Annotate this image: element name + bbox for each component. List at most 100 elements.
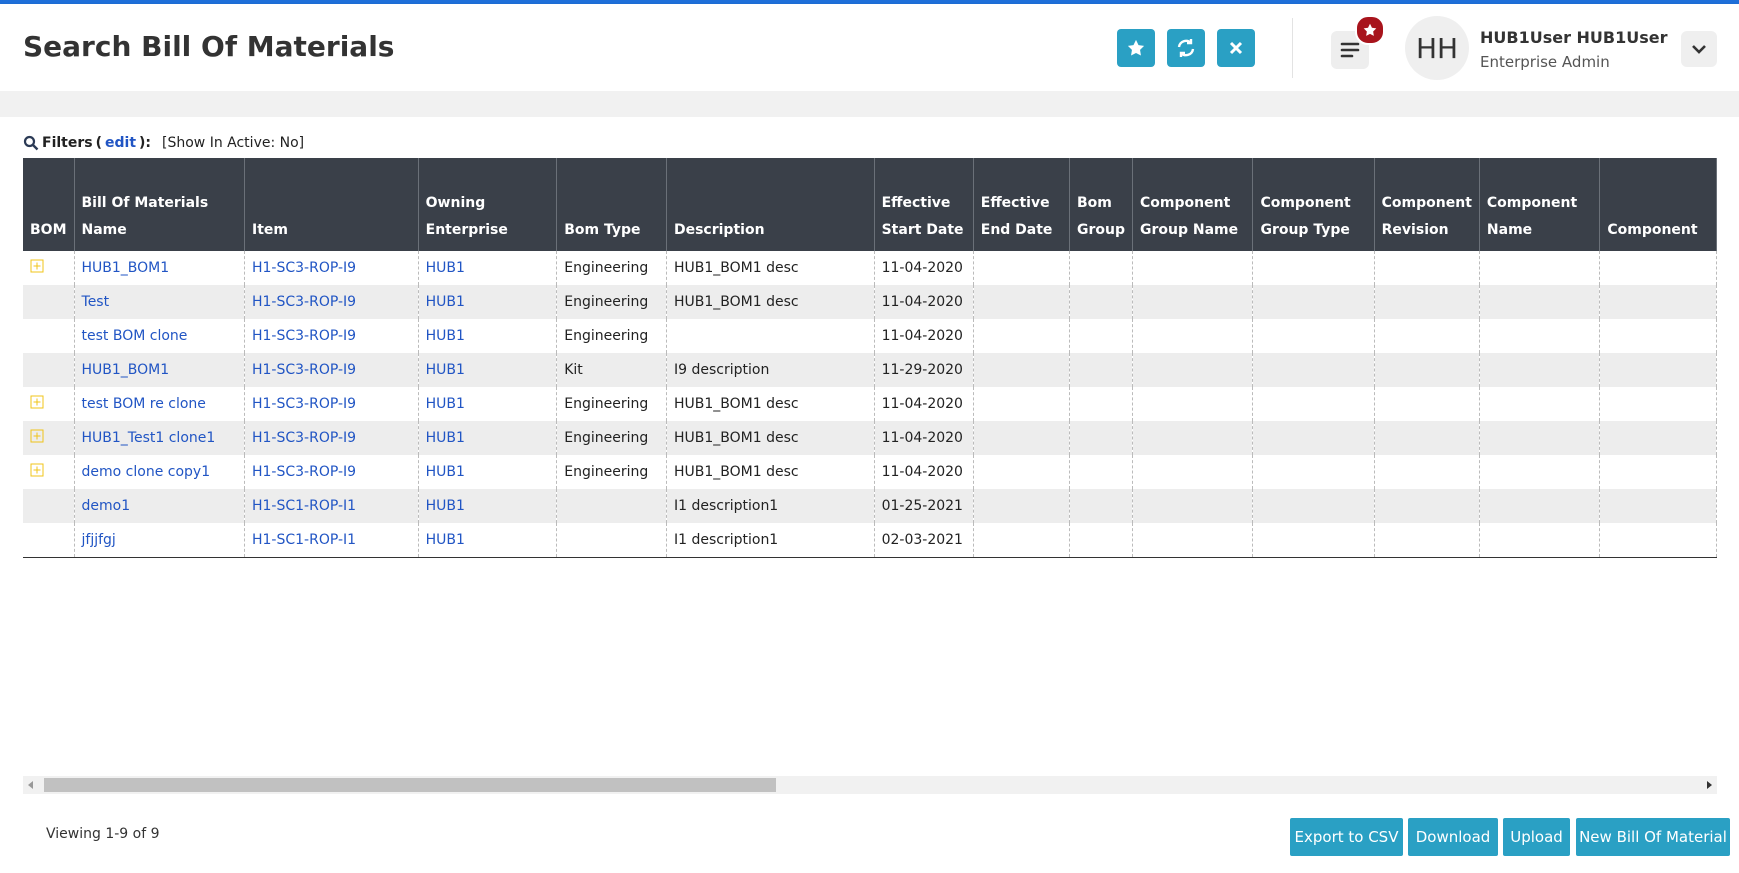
expand-icon[interactable] bbox=[30, 463, 44, 477]
empty-cell bbox=[1252, 251, 1375, 285]
viewing-count: Viewing 1-9 of 9 bbox=[46, 826, 160, 842]
column-header: Item bbox=[244, 158, 419, 251]
column-header: Owning Enterprise bbox=[418, 158, 558, 251]
footer-button[interactable]: New Bill Of Material bbox=[1576, 818, 1730, 856]
column-header: Bom Group bbox=[1069, 158, 1134, 251]
favorite-button[interactable] bbox=[1117, 29, 1155, 67]
cell[interactable]: H1-SC1-ROP-I1 bbox=[244, 489, 419, 523]
notification-badge[interactable] bbox=[1355, 15, 1385, 45]
cell[interactable]: H1-SC3-ROP-I9 bbox=[244, 353, 419, 387]
cell[interactable]: H1-SC3-ROP-I9 bbox=[244, 285, 419, 319]
empty-cell bbox=[1374, 421, 1480, 455]
cell[interactable]: HUB1 bbox=[418, 421, 558, 455]
footer-button[interactable]: Upload bbox=[1503, 818, 1570, 856]
close-button[interactable] bbox=[1217, 29, 1255, 67]
cell[interactable]: HUB1 bbox=[418, 251, 558, 285]
cell[interactable]: HUB1 bbox=[418, 387, 558, 421]
empty-cell bbox=[1132, 285, 1254, 319]
cell[interactable]: HUB1 bbox=[418, 285, 558, 319]
expand-icon[interactable] bbox=[30, 429, 44, 443]
bom-table: BOM Bill Of Materials Name Item Owning Ente… bbox=[23, 158, 1717, 558]
empty-cell bbox=[1069, 251, 1134, 285]
empty-cell bbox=[1069, 285, 1134, 319]
cell[interactable]: H1-SC3-ROP-I9 bbox=[244, 421, 419, 455]
cell[interactable]: demo1 bbox=[74, 489, 246, 523]
empty-cell bbox=[1599, 285, 1717, 319]
cell: 01-25-2021 bbox=[874, 489, 974, 523]
scrollbar[interactable] bbox=[23, 776, 1717, 794]
scroll-thumb[interactable] bbox=[44, 778, 776, 792]
cell[interactable]: H1-SC3-ROP-I9 bbox=[244, 251, 419, 285]
empty-cell bbox=[1479, 455, 1601, 489]
cell[interactable]: H1-SC3-ROP-I9 bbox=[244, 387, 419, 421]
footer-button[interactable]: Download bbox=[1408, 818, 1498, 856]
scroll-right[interactable] bbox=[1705, 781, 1713, 789]
cell: Engineering bbox=[556, 319, 667, 353]
cell[interactable]: HUB1_Test1 clone1 bbox=[74, 421, 246, 455]
cell[interactable]: jfjjfgj bbox=[74, 523, 246, 558]
cell[interactable]: HUB1 bbox=[418, 523, 558, 558]
empty-cell bbox=[973, 285, 1071, 319]
cell: 11-04-2020 bbox=[874, 387, 974, 421]
cell[interactable]: HUB1 bbox=[418, 455, 558, 489]
empty-cell bbox=[973, 489, 1071, 523]
cell: Kit bbox=[556, 353, 667, 387]
empty-cell bbox=[973, 387, 1071, 421]
cell: Engineering bbox=[556, 285, 667, 319]
empty-cell bbox=[1599, 523, 1717, 558]
cell[interactable]: test BOM re clone bbox=[74, 387, 246, 421]
cell: I1 description1 bbox=[666, 489, 875, 523]
filters-open: ( bbox=[95, 135, 102, 151]
empty-cell bbox=[1599, 455, 1717, 489]
cell[interactable]: H1-SC1-ROP-I1 bbox=[244, 523, 419, 558]
empty-cell bbox=[1479, 489, 1601, 523]
cell[interactable]: HUB1 bbox=[418, 489, 558, 523]
refresh-button[interactable] bbox=[1167, 29, 1205, 67]
cell[interactable]: H1-SC3-ROP-I9 bbox=[244, 455, 419, 489]
cell[interactable]: demo clone copy1 bbox=[74, 455, 246, 489]
empty-cell bbox=[1069, 353, 1134, 387]
expand-cell bbox=[23, 285, 75, 319]
footer-button[interactable]: Export to CSV bbox=[1290, 818, 1403, 856]
empty-cell bbox=[973, 523, 1071, 558]
table-wrapper: BOM Bill Of Materials Name Item Owning Ente… bbox=[23, 158, 1717, 558]
cell[interactable]: HUB1_BOM1 bbox=[74, 251, 246, 285]
cell[interactable]: H1-SC3-ROP-I9 bbox=[244, 319, 419, 353]
expand-cell bbox=[23, 455, 75, 489]
empty-cell bbox=[1599, 319, 1717, 353]
empty-cell bbox=[1599, 251, 1717, 285]
filters-value: [Show In Active: No] bbox=[162, 135, 305, 151]
cell: 11-04-2020 bbox=[874, 455, 974, 489]
cell[interactable]: test BOM clone bbox=[74, 319, 246, 353]
user-name: HUB1User HUB1User bbox=[1480, 28, 1668, 47]
empty-cell bbox=[1252, 387, 1375, 421]
empty-cell bbox=[1132, 353, 1254, 387]
user-dropdown[interactable] bbox=[1681, 31, 1717, 67]
table-row: HUB1_BOM1 H1-SC3-ROP-I9 HUB1 Kit I9 descript… bbox=[23, 353, 1717, 387]
header-row: BOM Bill Of Materials Name Item Owning Ente… bbox=[23, 158, 1717, 251]
expand-cell bbox=[23, 387, 75, 421]
cell: 11-29-2020 bbox=[874, 353, 974, 387]
column-header: Component Revision bbox=[1374, 158, 1480, 251]
table-row: demo clone copy1 H1-SC3-ROP-I9 HUB1 Enginee… bbox=[23, 455, 1717, 489]
search-icon bbox=[23, 135, 39, 151]
cell[interactable]: HUB1 bbox=[418, 353, 558, 387]
table-row: HUB1_BOM1 H1-SC3-ROP-I9 HUB1 Engineering HUB… bbox=[23, 251, 1717, 285]
empty-cell bbox=[1374, 319, 1480, 353]
empty-cell bbox=[1374, 523, 1480, 558]
cell[interactable]: Test bbox=[74, 285, 246, 319]
empty-cell bbox=[1374, 251, 1480, 285]
cell: 02-03-2021 bbox=[874, 523, 974, 558]
empty-cell bbox=[973, 455, 1071, 489]
cell[interactable]: HUB1 bbox=[418, 319, 558, 353]
empty-cell bbox=[1252, 421, 1375, 455]
expand-icon[interactable] bbox=[30, 395, 44, 409]
column-header: Component Group Type bbox=[1252, 158, 1375, 251]
filters-edit[interactable]: edit bbox=[105, 135, 137, 151]
scroll-left[interactable] bbox=[27, 781, 35, 789]
expand-icon[interactable] bbox=[30, 259, 44, 273]
empty-cell bbox=[973, 319, 1071, 353]
expand-cell bbox=[23, 489, 75, 523]
cell: HUB1_BOM1 desc bbox=[666, 251, 875, 285]
cell[interactable]: HUB1_BOM1 bbox=[74, 353, 246, 387]
